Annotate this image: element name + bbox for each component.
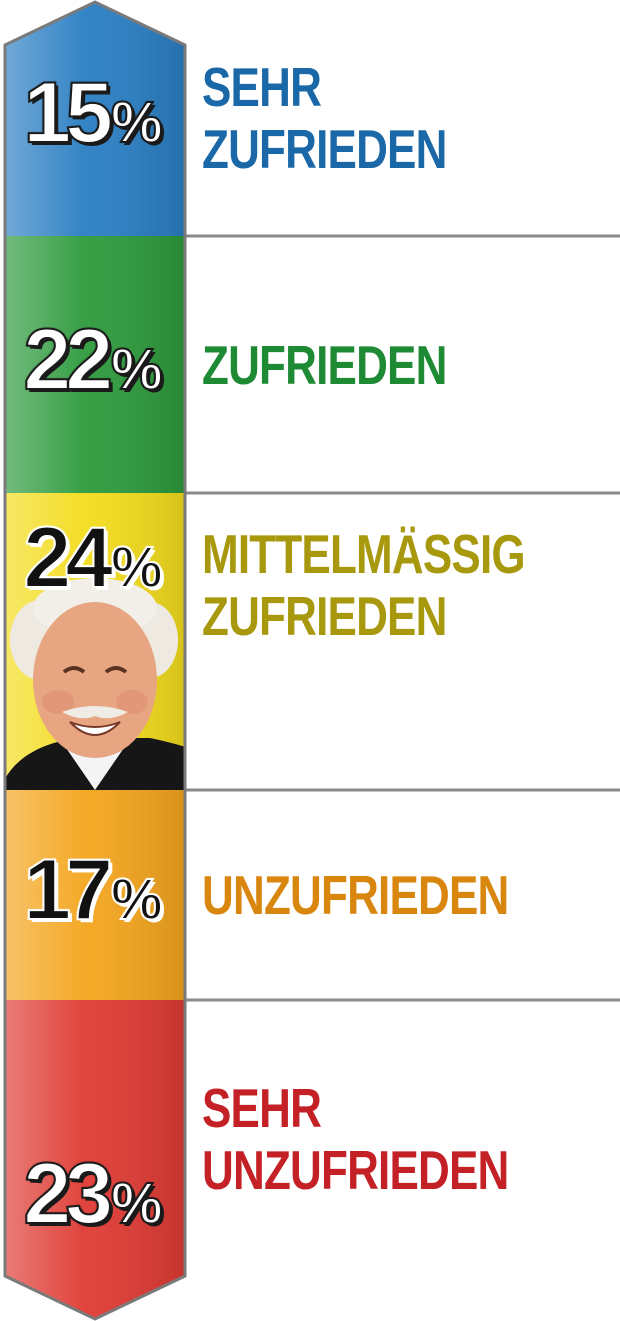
category-label-line: MITTELMÄSSIG [202, 523, 526, 585]
category-label-line: SEHR [202, 1076, 322, 1139]
portrait-eye-right [104, 666, 128, 674]
percent-sign: % [110, 1170, 164, 1236]
category-label-5: SEHR UNZUFRIEDEN [202, 1077, 536, 1201]
portrait-mouth [69, 721, 121, 736]
category-label-line: ZUFRIEDEN [202, 118, 447, 180]
category-label-line: UNZUFRIEDEN [202, 1138, 509, 1201]
bar-segment-shine-2 [5, 236, 185, 493]
category-label-2: ZUFRIEDEN [202, 334, 536, 396]
portrait-eye-left [62, 666, 86, 674]
portrait-cheek-right [116, 690, 148, 714]
category-label-line: ZUFRIEDEN [202, 333, 447, 396]
percent-label-4: 17% [0, 846, 186, 934]
percent-value: 23 [22, 1145, 114, 1242]
category-label-line: UNZUFRIEDEN [202, 864, 509, 926]
category-label-1: SEHR ZUFRIEDEN [202, 56, 536, 180]
percent-label-2: 22% [0, 316, 186, 404]
percent-label-1: 15% [0, 69, 186, 157]
percent-value: 24 [22, 510, 114, 606]
percent-value: 15 [22, 65, 114, 161]
bar-segment-shine-5 [5, 1000, 185, 1319]
bar-outline [3, 0, 187, 1321]
percent-value: 17 [22, 842, 114, 938]
category-label-line: ZUFRIEDEN [202, 585, 447, 647]
portrait-photo [5, 578, 185, 790]
percent-sign: % [110, 535, 164, 600]
percent-label-5: 23% [0, 1150, 186, 1238]
bar-segment-shine-4 [5, 790, 185, 1000]
portrait-cheek-left [42, 690, 74, 714]
percent-value: 22 [22, 311, 114, 408]
percent-sign: % [110, 90, 164, 155]
percent-sign: % [110, 336, 164, 402]
category-label-line: SEHR [202, 56, 322, 118]
category-label-4: UNZUFRIEDEN [202, 864, 536, 926]
portrait-mustache [62, 706, 128, 719]
percent-sign: % [110, 867, 164, 932]
portrait-face [33, 602, 157, 758]
category-label-3: MITTELMÄSSIG ZUFRIEDEN [202, 523, 536, 647]
percent-label-3: 24% [0, 514, 186, 602]
bar-segment-shine-1 [5, 2, 185, 236]
